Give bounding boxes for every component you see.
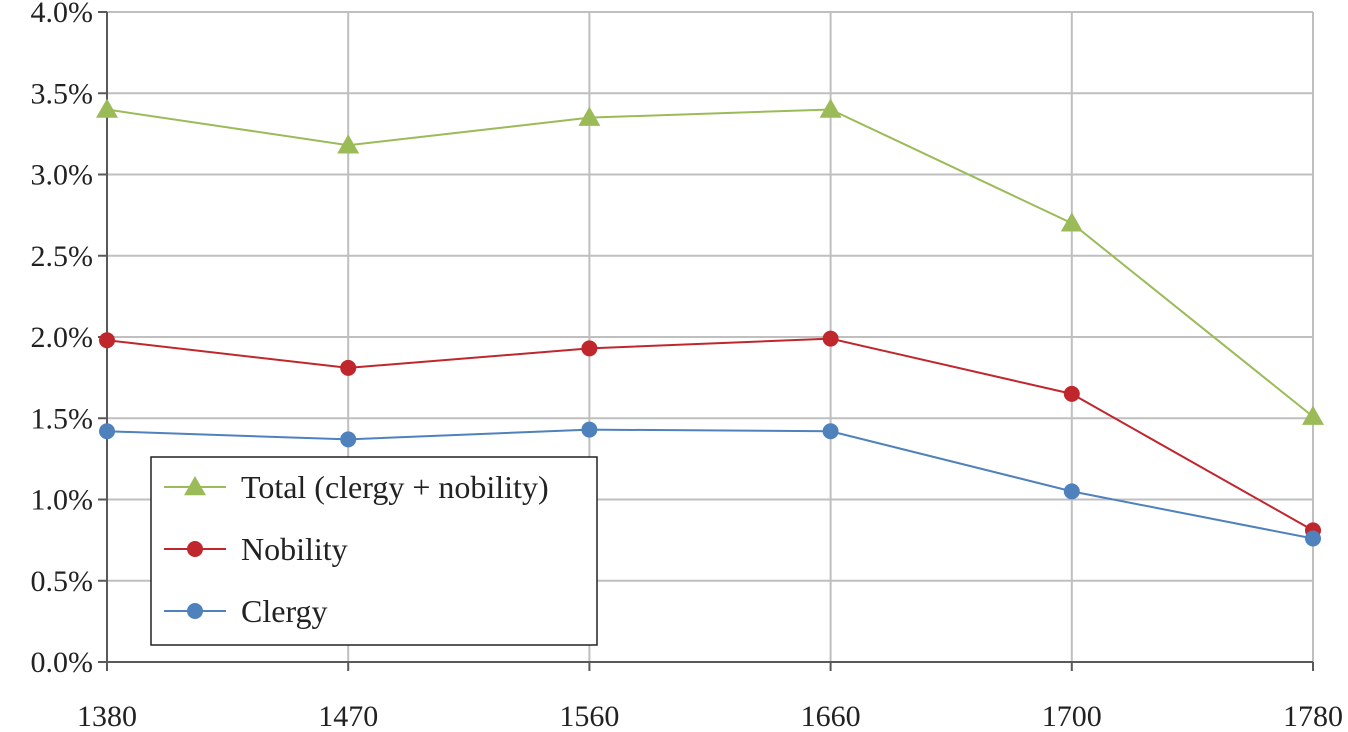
legend-marker <box>187 541 203 557</box>
y-tick-label: 0.5% <box>31 565 94 598</box>
data-point <box>1063 385 1080 402</box>
data-point <box>340 359 357 376</box>
x-tick-label: 1780 <box>1283 700 1343 732</box>
data-point <box>96 98 118 118</box>
data-point <box>822 423 839 440</box>
legend-item: Total (clergy + nobility) <box>164 469 549 505</box>
data-point <box>99 332 115 349</box>
data-point <box>99 423 115 440</box>
data-point <box>337 134 360 154</box>
data-point <box>581 340 598 357</box>
y-tick-label: 2.5% <box>31 240 94 273</box>
y-tick-labels: 0.0% 0.5% 1.0% 1.5% 2.0% 2.5% 3.0% 3.5% 4.0% <box>31 0 94 679</box>
data-point <box>1305 530 1321 547</box>
legend-box <box>150 456 598 646</box>
y-tick-label: 1.5% <box>31 402 94 435</box>
series-nobility <box>99 330 1321 539</box>
legend-label: Clergy <box>241 593 328 629</box>
series-total-clergy-nobility <box>96 98 1324 425</box>
legend-item: Clergy <box>164 593 328 629</box>
x-tick-label: 1560 <box>559 700 619 732</box>
x-tick-labels: 1380 1470 1560 1660 1700 1780 <box>77 700 1343 732</box>
data-point <box>1060 212 1083 232</box>
y-tick-label: 0.0% <box>31 646 94 679</box>
y-tick-label: 3.0% <box>31 159 94 192</box>
legend-marker <box>184 476 206 496</box>
y-tick-label: 3.5% <box>31 77 94 110</box>
data-point <box>581 421 598 438</box>
y-tick-label: 2.0% <box>31 321 94 354</box>
data-point <box>1302 405 1324 425</box>
data-point <box>822 330 839 347</box>
x-tick-label: 1380 <box>77 700 137 732</box>
data-point <box>340 431 357 448</box>
x-tick-label: 1660 <box>801 700 861 732</box>
legend-label: Total (clergy + nobility) <box>241 469 549 505</box>
y-tick-label: 1.0% <box>31 484 94 517</box>
data-point <box>819 98 842 118</box>
series-layer <box>96 98 1324 547</box>
legend: Total (clergy + nobility) Nobility Clergy <box>150 456 598 646</box>
x-tick-label: 1700 <box>1042 700 1102 732</box>
series-line <box>106 428 1314 540</box>
data-point <box>578 106 601 126</box>
legend-label: Nobility <box>241 531 348 567</box>
series-clergy <box>99 421 1321 547</box>
legend-marker <box>187 603 203 619</box>
y-tick-label: 4.0% <box>31 0 94 29</box>
data-point <box>1063 483 1080 500</box>
x-tick-label: 1470 <box>318 700 378 732</box>
series-line <box>106 337 1314 532</box>
legend-item: Nobility <box>164 531 348 567</box>
series-line <box>106 108 1314 418</box>
